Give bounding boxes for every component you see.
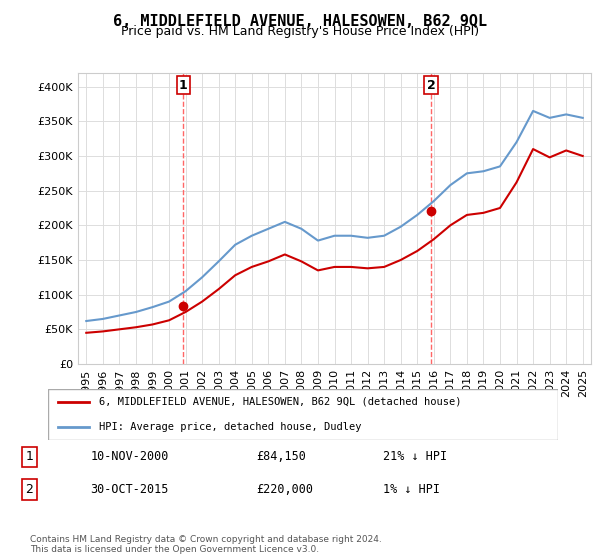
Text: Price paid vs. HM Land Registry's House Price Index (HPI): Price paid vs. HM Land Registry's House … [121, 25, 479, 38]
Text: 2: 2 [26, 483, 34, 496]
Text: 1: 1 [26, 450, 34, 464]
Text: 6, MIDDLEFIELD AVENUE, HALESOWEN, B62 9QL: 6, MIDDLEFIELD AVENUE, HALESOWEN, B62 9Q… [113, 14, 487, 29]
Text: £84,150: £84,150 [256, 450, 306, 464]
Text: 2: 2 [427, 78, 436, 92]
Text: 6, MIDDLEFIELD AVENUE, HALESOWEN, B62 9QL (detached house): 6, MIDDLEFIELD AVENUE, HALESOWEN, B62 9Q… [99, 397, 461, 407]
Text: 30-OCT-2015: 30-OCT-2015 [90, 483, 169, 496]
Text: £220,000: £220,000 [256, 483, 313, 496]
Text: 1% ↓ HPI: 1% ↓ HPI [383, 483, 440, 496]
Text: 10-NOV-2000: 10-NOV-2000 [90, 450, 169, 464]
Text: 1: 1 [179, 78, 188, 92]
Text: 21% ↓ HPI: 21% ↓ HPI [383, 450, 447, 464]
Text: Contains HM Land Registry data © Crown copyright and database right 2024.
This d: Contains HM Land Registry data © Crown c… [30, 535, 382, 554]
FancyBboxPatch shape [48, 389, 558, 440]
Text: HPI: Average price, detached house, Dudley: HPI: Average price, detached house, Dudl… [99, 422, 361, 432]
